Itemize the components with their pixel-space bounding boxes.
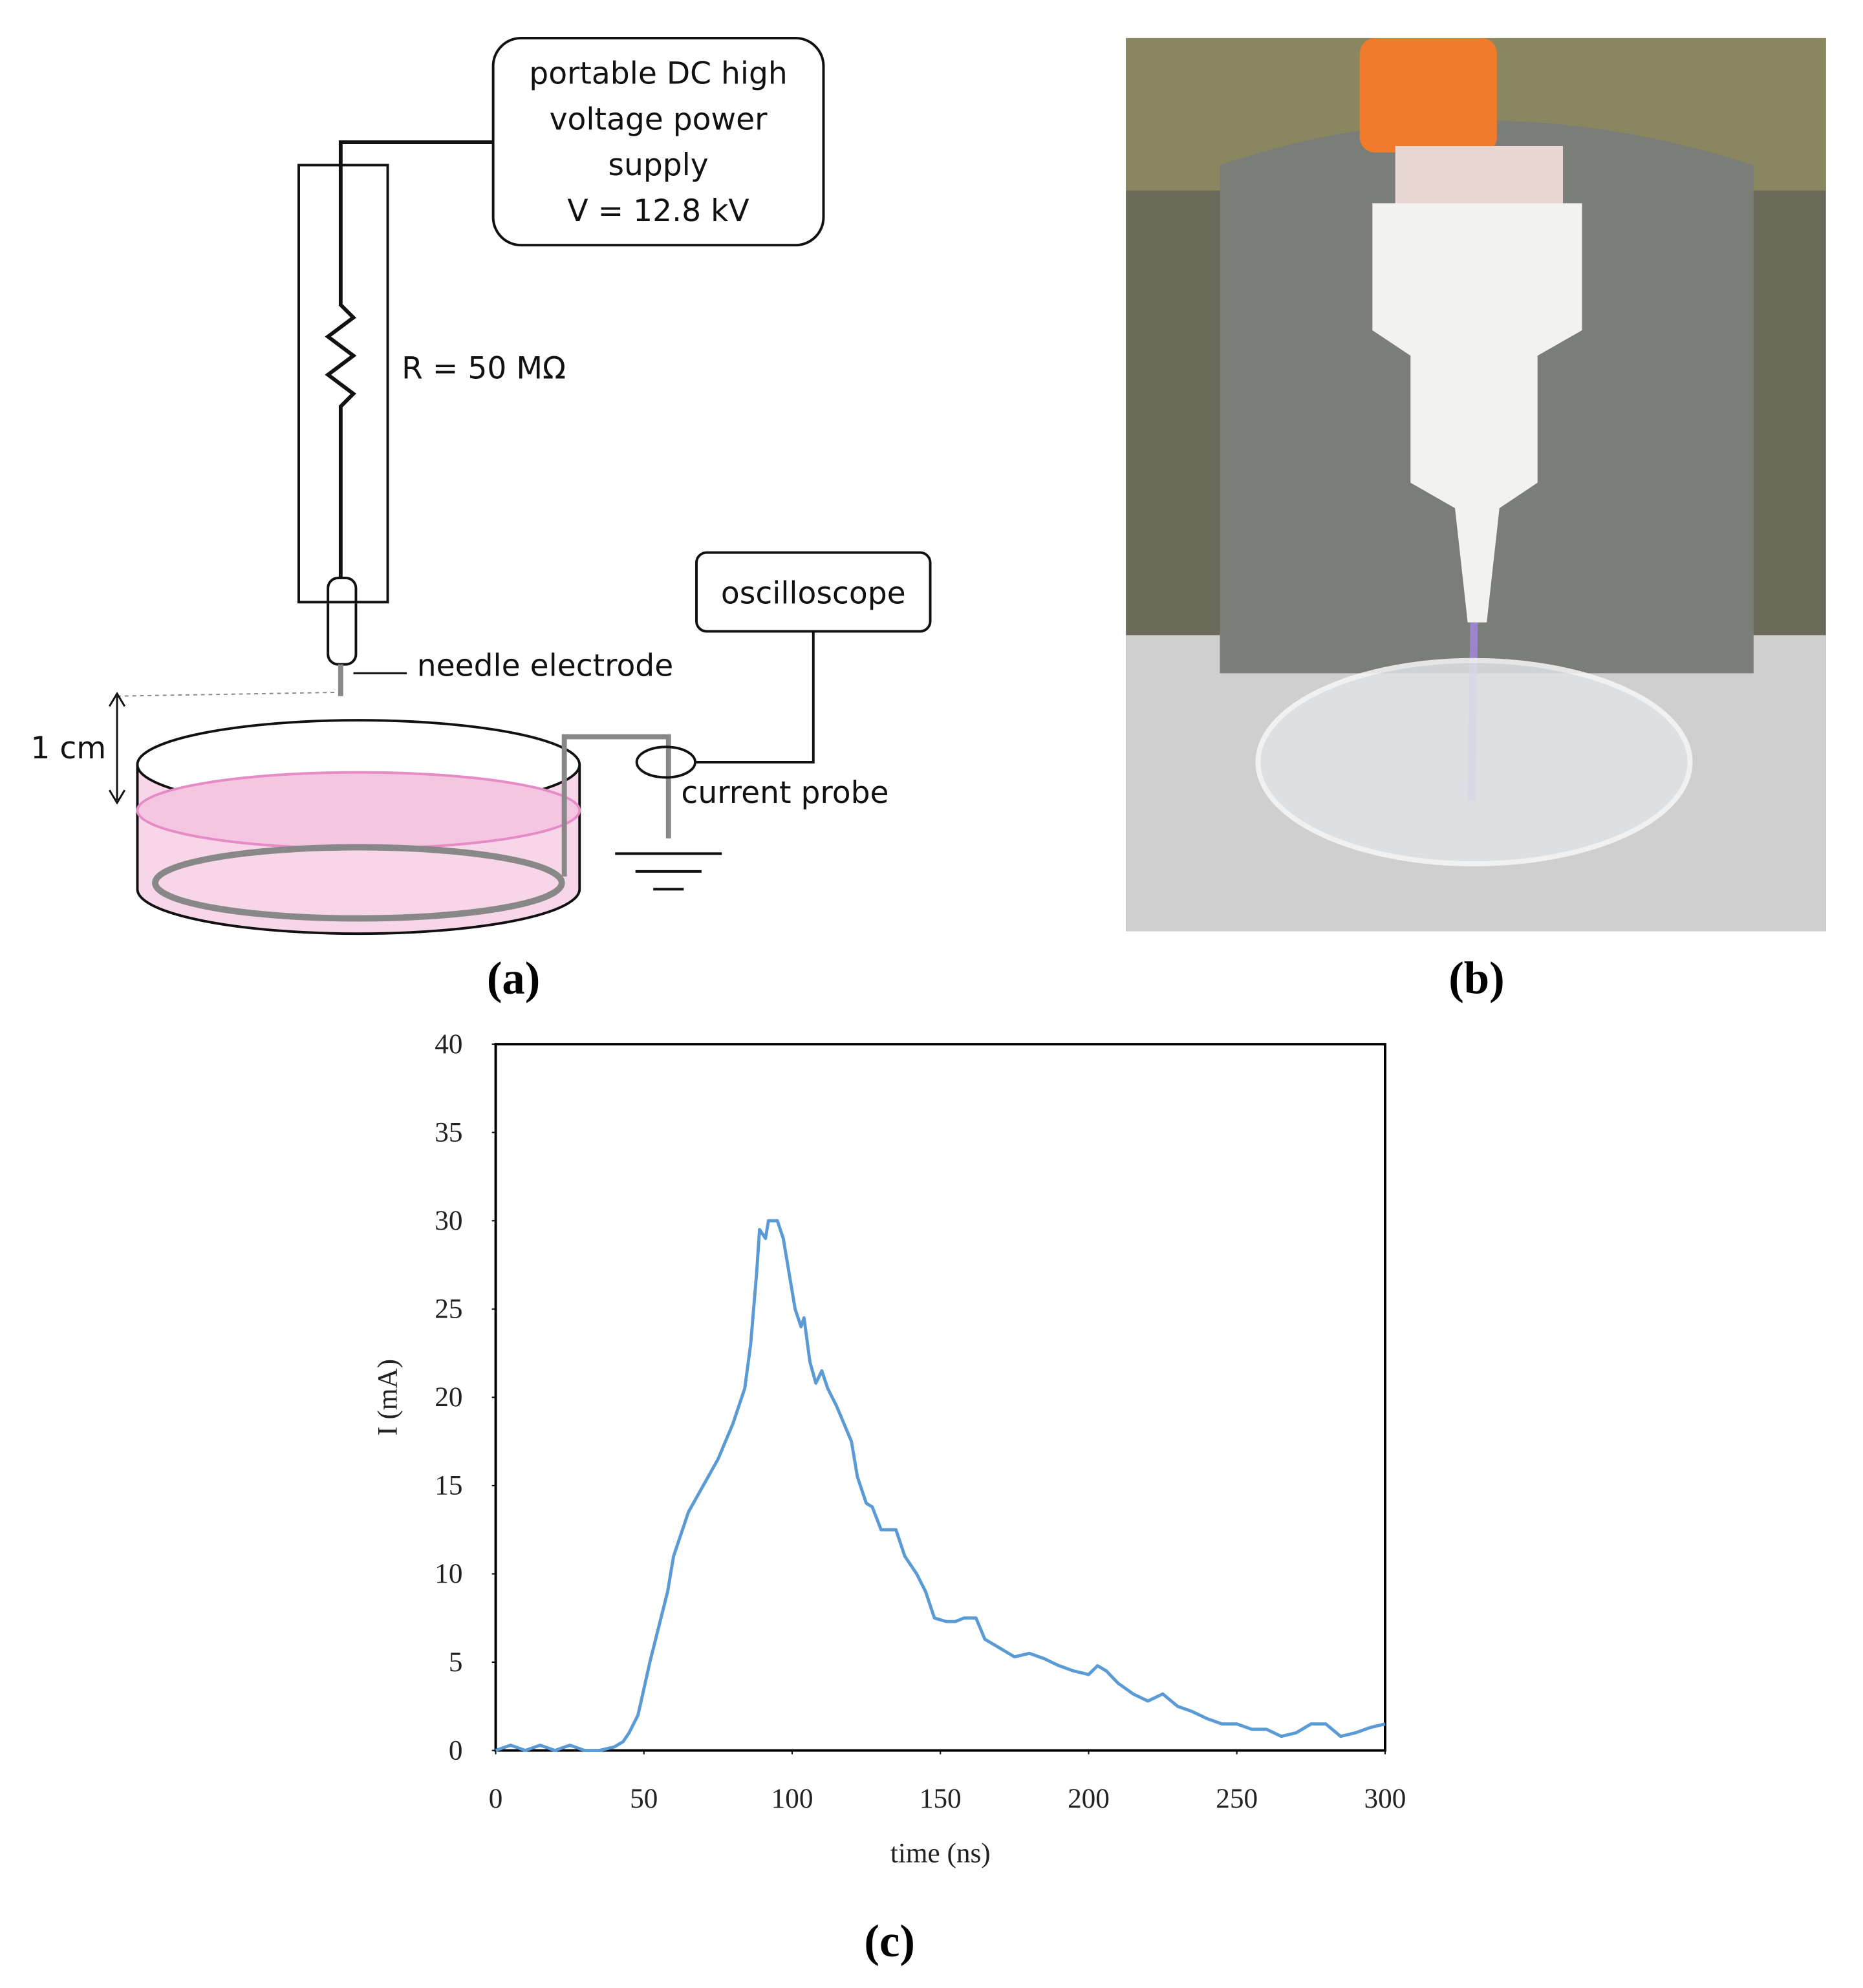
schematic xyxy=(108,36,932,935)
y-tick-label: 35 xyxy=(435,1117,462,1148)
x-tick-label: 50 xyxy=(630,1783,658,1814)
caption: (c) xyxy=(864,1916,915,1967)
y-axis-label: I (mA) xyxy=(372,1359,403,1436)
probe-label: current probe xyxy=(681,775,888,811)
chart: 0 5 10 15 20 25 30 35 40 0 50 100 150 200 250 300 xyxy=(435,1029,1406,1814)
supply-label: voltage power xyxy=(550,102,768,137)
supply-label: supply xyxy=(608,147,708,183)
oscilloscope-label: oscilloscope xyxy=(721,575,906,611)
x-tick-label: 300 xyxy=(1364,1783,1406,1814)
plot-frame xyxy=(494,1043,1386,1752)
x-axis-label: time (ns) xyxy=(890,1837,991,1868)
gap-label: 1 cm xyxy=(30,731,106,766)
y-tick-label: 10 xyxy=(435,1558,462,1589)
needle-label: needle electrode xyxy=(417,648,674,683)
supply-label: portable DC high xyxy=(529,56,788,92)
y-tick-label: 5 xyxy=(449,1647,463,1678)
caption: (a) xyxy=(487,954,540,1004)
x-tick-label: 100 xyxy=(771,1783,813,1814)
photo xyxy=(1126,37,1826,932)
y-tick-label: 40 xyxy=(435,1029,462,1060)
x-tick-label: 200 xyxy=(1068,1783,1110,1814)
x-tick-label: 150 xyxy=(920,1783,962,1814)
y-tick-label: 15 xyxy=(435,1470,462,1501)
x-tick-label: 250 xyxy=(1216,1783,1258,1814)
x-tick-label: 0 xyxy=(489,1783,503,1814)
supply-label: V = 12.8 kV xyxy=(567,193,749,229)
y-tick-label: 30 xyxy=(435,1205,462,1236)
caption: (b) xyxy=(1448,954,1504,1004)
resistor-label: R = 50 MΩ xyxy=(402,351,566,387)
y-tick-label: 20 xyxy=(435,1382,462,1413)
data-line xyxy=(495,1219,1386,1753)
y-tick-label: 0 xyxy=(449,1735,463,1766)
y-tick-label: 25 xyxy=(435,1294,462,1325)
